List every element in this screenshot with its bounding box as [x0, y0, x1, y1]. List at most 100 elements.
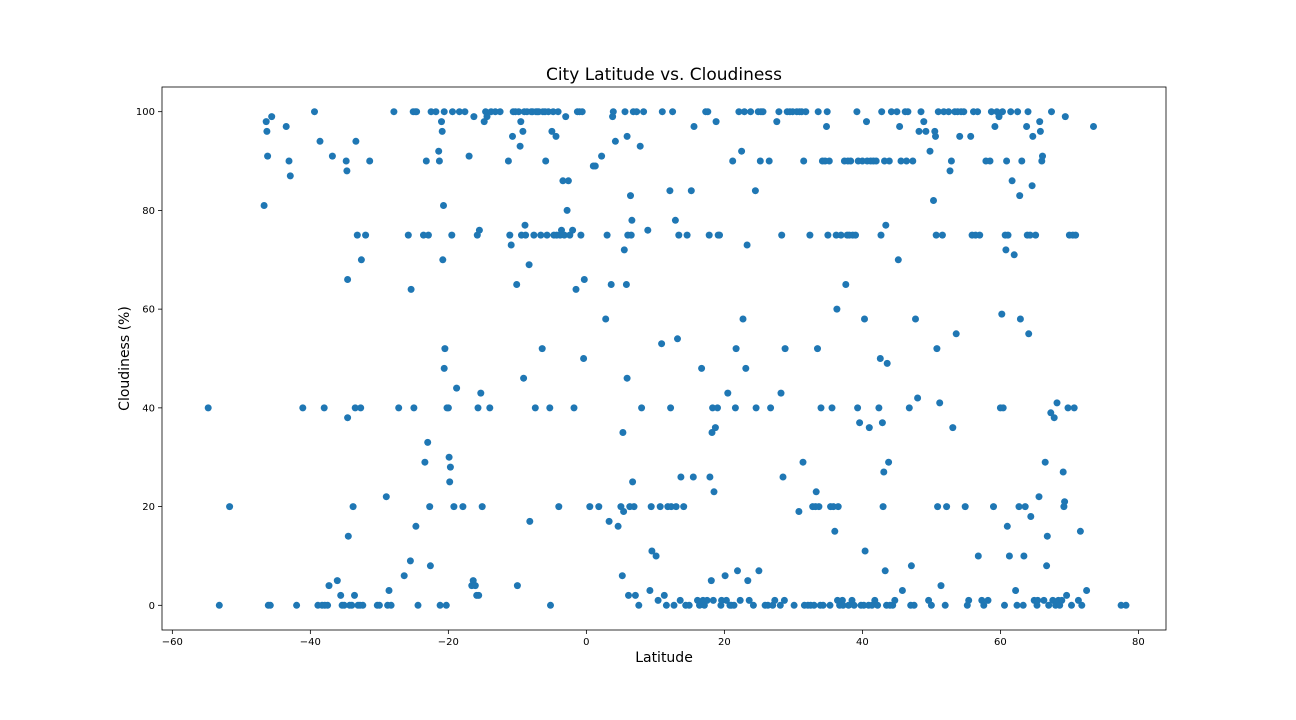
data-point [817, 404, 825, 412]
data-point [1007, 108, 1015, 116]
data-point [856, 419, 864, 427]
data-point [1074, 596, 1082, 604]
data-point [453, 384, 461, 392]
data-point [491, 108, 499, 116]
data-point [404, 231, 412, 239]
data-point [881, 157, 888, 165]
data-point [826, 601, 834, 609]
data-point [938, 231, 946, 239]
data-point [920, 118, 928, 126]
data-point [475, 591, 483, 599]
data-point [883, 359, 891, 367]
data-point [847, 157, 855, 165]
data-point [1004, 231, 1012, 239]
data-point [204, 404, 212, 412]
data-point [547, 601, 554, 609]
data-point [1010, 251, 1018, 259]
data-point [854, 404, 862, 412]
data-point [509, 132, 516, 140]
data-point [735, 108, 743, 116]
y-tick-label: 80 [142, 206, 155, 217]
data-point [446, 478, 454, 486]
data-points [204, 108, 1130, 609]
data-point [823, 108, 831, 116]
data-point [710, 488, 718, 496]
data-point [987, 108, 995, 116]
data-point [1026, 231, 1034, 239]
data-point [342, 157, 350, 165]
data-point [577, 231, 585, 239]
data-point [440, 108, 448, 116]
data-point [824, 231, 832, 239]
data-point [879, 503, 887, 511]
data-point [1003, 522, 1011, 530]
data-point [471, 582, 479, 590]
data-point [834, 503, 842, 511]
data-point [455, 108, 463, 116]
data-point [823, 123, 830, 130]
data-point [853, 108, 861, 116]
data-point [984, 596, 992, 604]
data-point [933, 345, 941, 353]
data-point [344, 276, 352, 283]
y-tick-label: 60 [142, 305, 155, 316]
data-point [515, 108, 523, 116]
data-point [776, 601, 784, 609]
data-point [905, 404, 913, 412]
data-point [815, 503, 823, 511]
data-point [759, 108, 767, 116]
data-point [1068, 601, 1075, 609]
data-point [903, 157, 910, 165]
data-point [344, 414, 352, 422]
data-point [865, 424, 873, 432]
data-point [858, 157, 866, 165]
data-point [956, 132, 964, 140]
data-point [625, 591, 632, 599]
data-point [521, 221, 529, 229]
data-point [731, 404, 739, 412]
data-point [703, 596, 711, 604]
data-point [880, 468, 888, 476]
data-point [940, 108, 948, 116]
data-point [934, 503, 942, 511]
data-point [999, 404, 1007, 412]
data-point [414, 601, 422, 609]
data-point [1013, 601, 1021, 609]
data-point [974, 552, 982, 560]
data-point [477, 389, 485, 397]
data-point [586, 503, 594, 511]
x-axis-label: Latitude [635, 650, 693, 666]
data-point [570, 404, 578, 412]
data-point [422, 157, 430, 165]
data-point [666, 187, 674, 195]
data-point [1070, 404, 1078, 412]
data-point [627, 192, 634, 200]
data-point [1043, 562, 1051, 570]
data-point [395, 404, 403, 412]
data-point [767, 404, 775, 412]
data-point [898, 587, 906, 594]
data-point [542, 157, 550, 165]
data-point [1023, 123, 1031, 130]
data-point [967, 132, 975, 140]
data-point [765, 157, 773, 165]
data-point [537, 231, 545, 239]
data-point [680, 503, 688, 511]
data-point [424, 231, 432, 239]
data-point [690, 123, 698, 130]
data-point [607, 281, 615, 288]
data-point [1090, 123, 1097, 130]
data-point [1036, 127, 1044, 135]
data-point [740, 108, 748, 116]
data-point [337, 591, 345, 599]
data-point [622, 281, 630, 288]
data-point [722, 596, 730, 604]
data-point [516, 142, 524, 150]
data-point [922, 127, 930, 135]
data-point [658, 340, 666, 348]
data-point [825, 157, 833, 165]
data-point [934, 108, 942, 116]
data-point [620, 246, 628, 254]
data-point [1016, 315, 1024, 323]
data-point [328, 152, 336, 160]
